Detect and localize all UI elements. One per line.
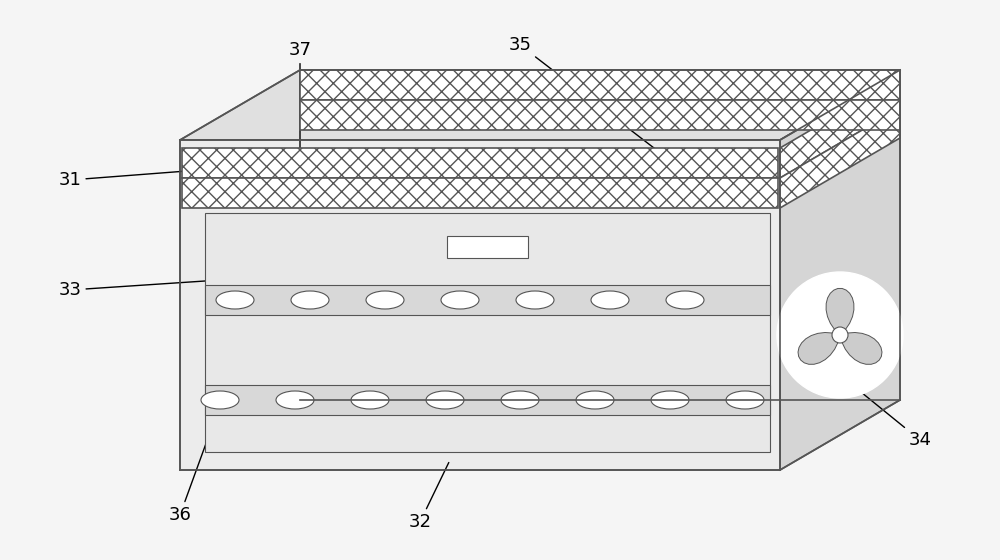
Ellipse shape	[201, 391, 239, 409]
Polygon shape	[300, 100, 900, 130]
Polygon shape	[205, 213, 770, 452]
Ellipse shape	[351, 391, 389, 409]
Text: 31: 31	[59, 170, 197, 189]
Polygon shape	[798, 333, 840, 365]
Polygon shape	[205, 285, 770, 315]
Ellipse shape	[666, 291, 704, 309]
Text: 36: 36	[169, 408, 219, 524]
FancyBboxPatch shape	[447, 236, 528, 258]
Text: 37: 37	[288, 41, 312, 155]
Polygon shape	[182, 148, 778, 178]
Polygon shape	[840, 333, 882, 365]
Ellipse shape	[291, 291, 329, 309]
Ellipse shape	[591, 291, 629, 309]
Polygon shape	[180, 140, 780, 470]
Circle shape	[777, 272, 903, 398]
Polygon shape	[780, 78, 900, 178]
Text: 34: 34	[842, 377, 931, 449]
Polygon shape	[182, 178, 778, 208]
Polygon shape	[180, 70, 900, 140]
Polygon shape	[300, 70, 900, 100]
Ellipse shape	[501, 391, 539, 409]
Ellipse shape	[216, 291, 254, 309]
Polygon shape	[826, 288, 854, 335]
Ellipse shape	[366, 291, 404, 309]
Text: 32: 32	[409, 463, 449, 531]
Text: 33: 33	[58, 280, 217, 299]
Polygon shape	[780, 70, 900, 470]
Ellipse shape	[441, 291, 479, 309]
Ellipse shape	[726, 391, 764, 409]
Circle shape	[832, 327, 848, 343]
Text: 35: 35	[509, 36, 678, 166]
Ellipse shape	[576, 391, 614, 409]
Ellipse shape	[426, 391, 464, 409]
Ellipse shape	[651, 391, 689, 409]
Ellipse shape	[516, 291, 554, 309]
Polygon shape	[780, 108, 900, 208]
Ellipse shape	[276, 391, 314, 409]
Polygon shape	[205, 385, 770, 415]
